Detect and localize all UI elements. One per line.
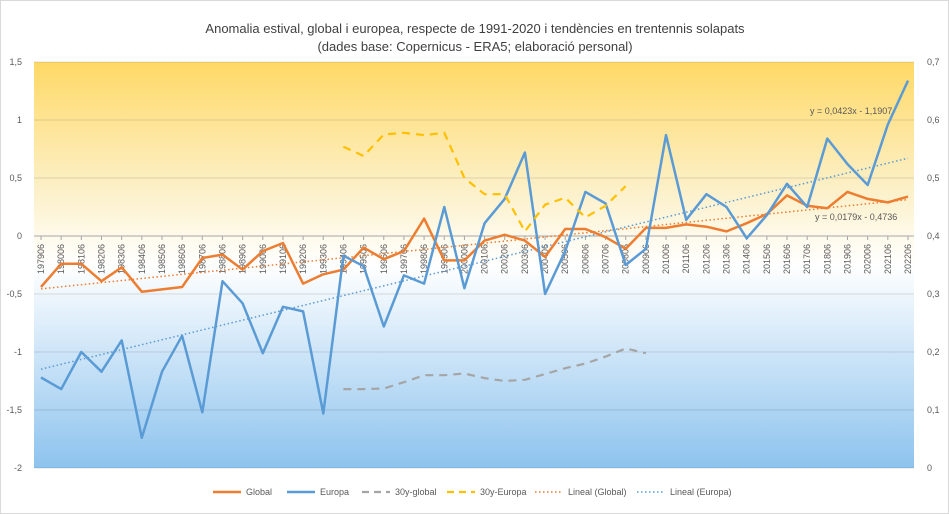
x-tick-label: 198806 [217, 244, 227, 274]
x-tick-label: 198506 [157, 244, 167, 274]
y-left-tick-label: -1 [14, 347, 22, 357]
legend-label: Global [246, 487, 272, 497]
x-tick-label: 201806 [822, 244, 832, 274]
plot-area [34, 62, 914, 468]
x-tick-label: 198606 [177, 244, 187, 274]
y-left-tick-label: -0,5 [6, 289, 22, 299]
x-tick-label: 200606 [580, 244, 590, 274]
x-tick-label: 200206 [500, 244, 510, 274]
x-tick-label: 202106 [883, 244, 893, 274]
legend-label: Lineal (Europa) [670, 487, 732, 497]
legend-label: 30y-Europa [480, 487, 527, 497]
gridlines [34, 61, 914, 469]
y-right-tick-label: 0,7 [927, 57, 940, 67]
x-tick-label: 201506 [762, 244, 772, 274]
y-left-tick-label: 1,5 [9, 57, 22, 67]
x-tick-label: 201606 [782, 244, 792, 274]
y-right-tick-label: 0,1 [927, 405, 940, 415]
y-left-tick-label: -2 [14, 463, 22, 473]
series-line [40, 80, 910, 440]
x-tick-label: 201206 [701, 244, 711, 274]
x-tick-label: 202006 [863, 244, 873, 274]
x-tick-label: 200806 [621, 244, 631, 274]
y-right-tick-label: 0,3 [927, 289, 940, 299]
x-tick-label: 199706 [399, 244, 409, 274]
series-line [342, 131, 627, 233]
x-tick-label: 199806 [419, 244, 429, 274]
x-tick-label: 201706 [802, 244, 812, 274]
x-tick-label: 200906 [641, 244, 651, 274]
legend-label: 30y-global [395, 487, 437, 497]
y-left-tick-label: -1,5 [6, 405, 22, 415]
series-line [40, 190, 909, 293]
x-tick-label: 199206 [298, 244, 308, 274]
x-tick-label: 201906 [843, 244, 853, 274]
y-left-tick-label: 0,5 [9, 173, 22, 183]
x-tick-label: 200506 [560, 244, 570, 274]
x-tick-label: 199306 [318, 244, 328, 274]
x-tick-label: 201006 [661, 244, 671, 274]
x-tick-label: 201306 [722, 244, 732, 274]
x-tick-label: 199106 [278, 244, 288, 274]
y-left-tick-label: 0 [17, 231, 22, 241]
x-tick-label: 198006 [56, 244, 66, 274]
x-tick-label: 200106 [480, 244, 490, 274]
series-lines [40, 80, 910, 440]
x-tick-label: 199006 [258, 244, 268, 274]
trend-equation-label: y = 0,0423x - 1,1907 [810, 106, 892, 116]
legend: Global Europa 30y-global 30y-Europa Lineal (… [213, 487, 732, 497]
y-left-tick-label: 1 [17, 115, 22, 125]
y-right-tick-label: 0 [927, 463, 932, 473]
left-axis: -2 -1,5 -1 -0,5 0 0,5 1 1,5 [6, 57, 22, 473]
trendlines [40, 157, 909, 370]
x-tick-label: 200706 [601, 244, 611, 274]
y-right-tick-label: 0,2 [927, 347, 940, 357]
series-line [343, 347, 647, 391]
trend-equations: y = 0,0179x - 0,4736 y = 0,0423x - 1,1907 [810, 106, 897, 222]
x-tick-label: 198306 [117, 244, 127, 274]
chart-title: Anomalia estival, global i europea, resp… [205, 21, 745, 36]
chart-subtitle: (dades base: Copernicus - ERA5; elaborac… [317, 39, 632, 54]
x-tick-label: 201106 [681, 244, 691, 273]
trendline [40, 157, 909, 370]
x-tick-label: 198106 [76, 244, 86, 274]
y-right-tick-label: 0,5 [927, 173, 940, 183]
trend-equation-label: y = 0,0179x - 0,4736 [815, 212, 897, 222]
x-tick-label: 198206 [96, 244, 106, 274]
x-tick-label: 200406 [540, 244, 550, 274]
trendline [40, 198, 909, 290]
y-right-tick-label: 0,6 [927, 115, 940, 125]
x-tick-label: 200306 [520, 244, 530, 274]
x-tick-label: 201406 [742, 244, 752, 274]
legend-label: Europa [320, 487, 349, 497]
x-tick-label: 202206 [903, 244, 913, 274]
right-axis: 0 0,1 0,2 0,3 0,4 0,5 0,6 0,7 [927, 57, 940, 473]
x-tick-label: 198906 [238, 244, 248, 274]
y-right-tick-label: 0,4 [927, 231, 940, 241]
x-tick-label: 198406 [137, 244, 147, 274]
x-tick-label: 199506 [359, 244, 369, 274]
x-tick-label: 197906 [36, 244, 46, 274]
legend-label: Lineal (Global) [568, 487, 627, 497]
